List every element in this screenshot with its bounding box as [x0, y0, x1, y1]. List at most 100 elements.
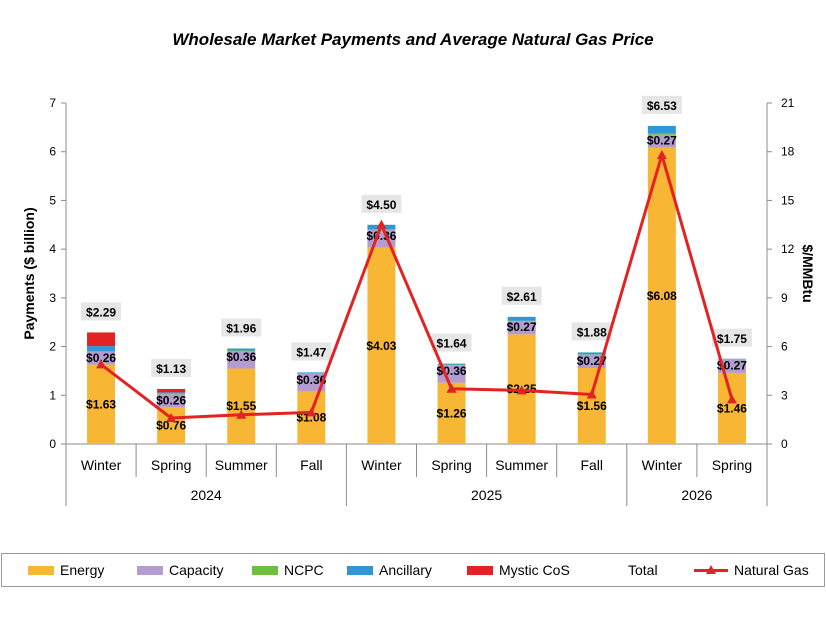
y-axis-label: Payments ($ billion): [21, 207, 37, 339]
y2-tick-label: 21: [781, 96, 795, 110]
bar-capacity: [507, 321, 536, 335]
natural-gas-line: [100, 153, 734, 420]
legend-item: Natural Gas: [694, 554, 809, 586]
bar-ancillary: [647, 125, 676, 134]
y-tick-label: 4: [49, 242, 56, 256]
legend-swatch: [28, 565, 54, 575]
chart-title: Wholesale Market Payments and Average Na…: [172, 30, 654, 49]
natural-gas-point: [726, 394, 737, 404]
category-label: Winter: [361, 457, 402, 473]
bar-mystic-cos: [157, 388, 186, 393]
capacity-value-label: $0.27: [507, 320, 537, 334]
bar-capacity: [297, 373, 326, 392]
bar-capacity: [577, 354, 606, 369]
category-label: Fall: [300, 457, 323, 473]
legend-swatch: [467, 565, 493, 575]
bar-ncpc: [367, 229, 396, 231]
category-label: Winter: [642, 457, 683, 473]
capacity-value-label: $0.36: [366, 229, 396, 243]
total-label-box: [291, 342, 332, 361]
total-label-box: [151, 358, 192, 377]
bar-energy: [227, 368, 256, 444]
bar-energy: [577, 368, 606, 444]
natural-gas-point: [656, 149, 667, 159]
capacity-value-label: $0.27: [647, 134, 677, 148]
total-label-box: [711, 328, 752, 347]
legend-label: Capacity: [169, 562, 224, 578]
natural-gas-point: [306, 407, 317, 417]
legend-swatch: [137, 565, 163, 575]
legend-item: Energy: [28, 554, 104, 586]
total-label-box: [221, 318, 262, 337]
y2-tick-label: 18: [781, 145, 795, 159]
total-value-label: $1.47: [296, 345, 326, 359]
energy-value-label: $1.56: [577, 399, 607, 413]
y2-tick-label: 3: [781, 388, 788, 402]
category-label: Fall: [580, 457, 603, 473]
y2-tick-label: 0: [781, 437, 788, 451]
bar-ncpc: [577, 354, 606, 355]
legend-swatch: [252, 565, 278, 575]
legend-item: Mystic CoS: [467, 554, 570, 586]
total-label-box: [641, 95, 682, 114]
capacity-value-label: $0.26: [86, 351, 116, 365]
bar-energy: [717, 372, 746, 444]
total-value-label: $1.13: [156, 362, 186, 376]
bar-ncpc: [87, 350, 116, 352]
legend-label: Total: [628, 562, 658, 578]
y-tick-label: 3: [49, 291, 56, 305]
bar-capacity: [647, 134, 676, 148]
bar-ancillary: [87, 346, 116, 351]
y2-tick-label: 12: [781, 242, 795, 256]
y2-axis-label: $/MMBtu: [800, 244, 816, 302]
y-tick-label: 6: [49, 145, 56, 159]
bar-ncpc: [297, 373, 326, 374]
legend-item: NCPC: [252, 554, 324, 586]
legend-swatch: [347, 565, 373, 575]
y2-tick-label: 9: [781, 291, 788, 305]
energy-value-label: $1.46: [717, 401, 747, 415]
category-label: Spring: [431, 457, 471, 473]
total-value-label: $2.61: [507, 290, 537, 304]
total-value-label: $1.88: [577, 325, 607, 339]
energy-value-label: $6.08: [647, 289, 677, 303]
natural-gas-point: [96, 359, 107, 369]
bar-ncpc: [227, 350, 256, 351]
energy-value-label: $1.08: [296, 411, 326, 425]
category-label: Winter: [81, 457, 122, 473]
group-label: 2026: [681, 487, 712, 503]
energy-value-label: $4.03: [366, 339, 396, 353]
legend-label: Energy: [60, 562, 105, 578]
bar-ncpc: [507, 320, 536, 322]
bar-energy: [297, 391, 326, 444]
chart-legend: Energy Capacity NCPC Ancillary Mystic CoS Tot…: [1, 553, 825, 587]
natural-gas-point: [446, 383, 457, 393]
bar-ancillary: [437, 363, 466, 365]
legend-line-marker: [694, 564, 728, 575]
bar-capacity: [157, 394, 186, 407]
legend-item: Total: [628, 554, 658, 586]
capacity-value-label: $0.36: [226, 350, 256, 364]
natural-gas-point: [376, 219, 387, 229]
bar-ancillary: [507, 316, 536, 321]
bar-capacity: [87, 351, 116, 365]
bar-ancillary: [227, 348, 256, 351]
legend-label: NCPC: [284, 562, 324, 578]
bar-energy: [647, 147, 676, 444]
legend-item: Ancillary: [347, 554, 432, 586]
total-label-box: [501, 286, 542, 305]
y-tick-label: 0: [49, 437, 56, 451]
capacity-value-label: $0.26: [156, 393, 186, 407]
total-value-label: $6.53: [647, 99, 677, 113]
natural-gas-point: [236, 409, 247, 419]
category-label: Summer: [495, 457, 548, 473]
energy-value-label: $1.26: [437, 406, 467, 420]
total-value-label: $1.64: [437, 337, 467, 351]
bar-ncpc: [157, 393, 186, 395]
group-label: 2024: [191, 487, 222, 503]
bar-capacity: [227, 350, 256, 369]
energy-value-label: $1.55: [226, 399, 256, 413]
y-tick-label: 7: [49, 96, 56, 110]
bar-ancillary: [157, 392, 186, 394]
